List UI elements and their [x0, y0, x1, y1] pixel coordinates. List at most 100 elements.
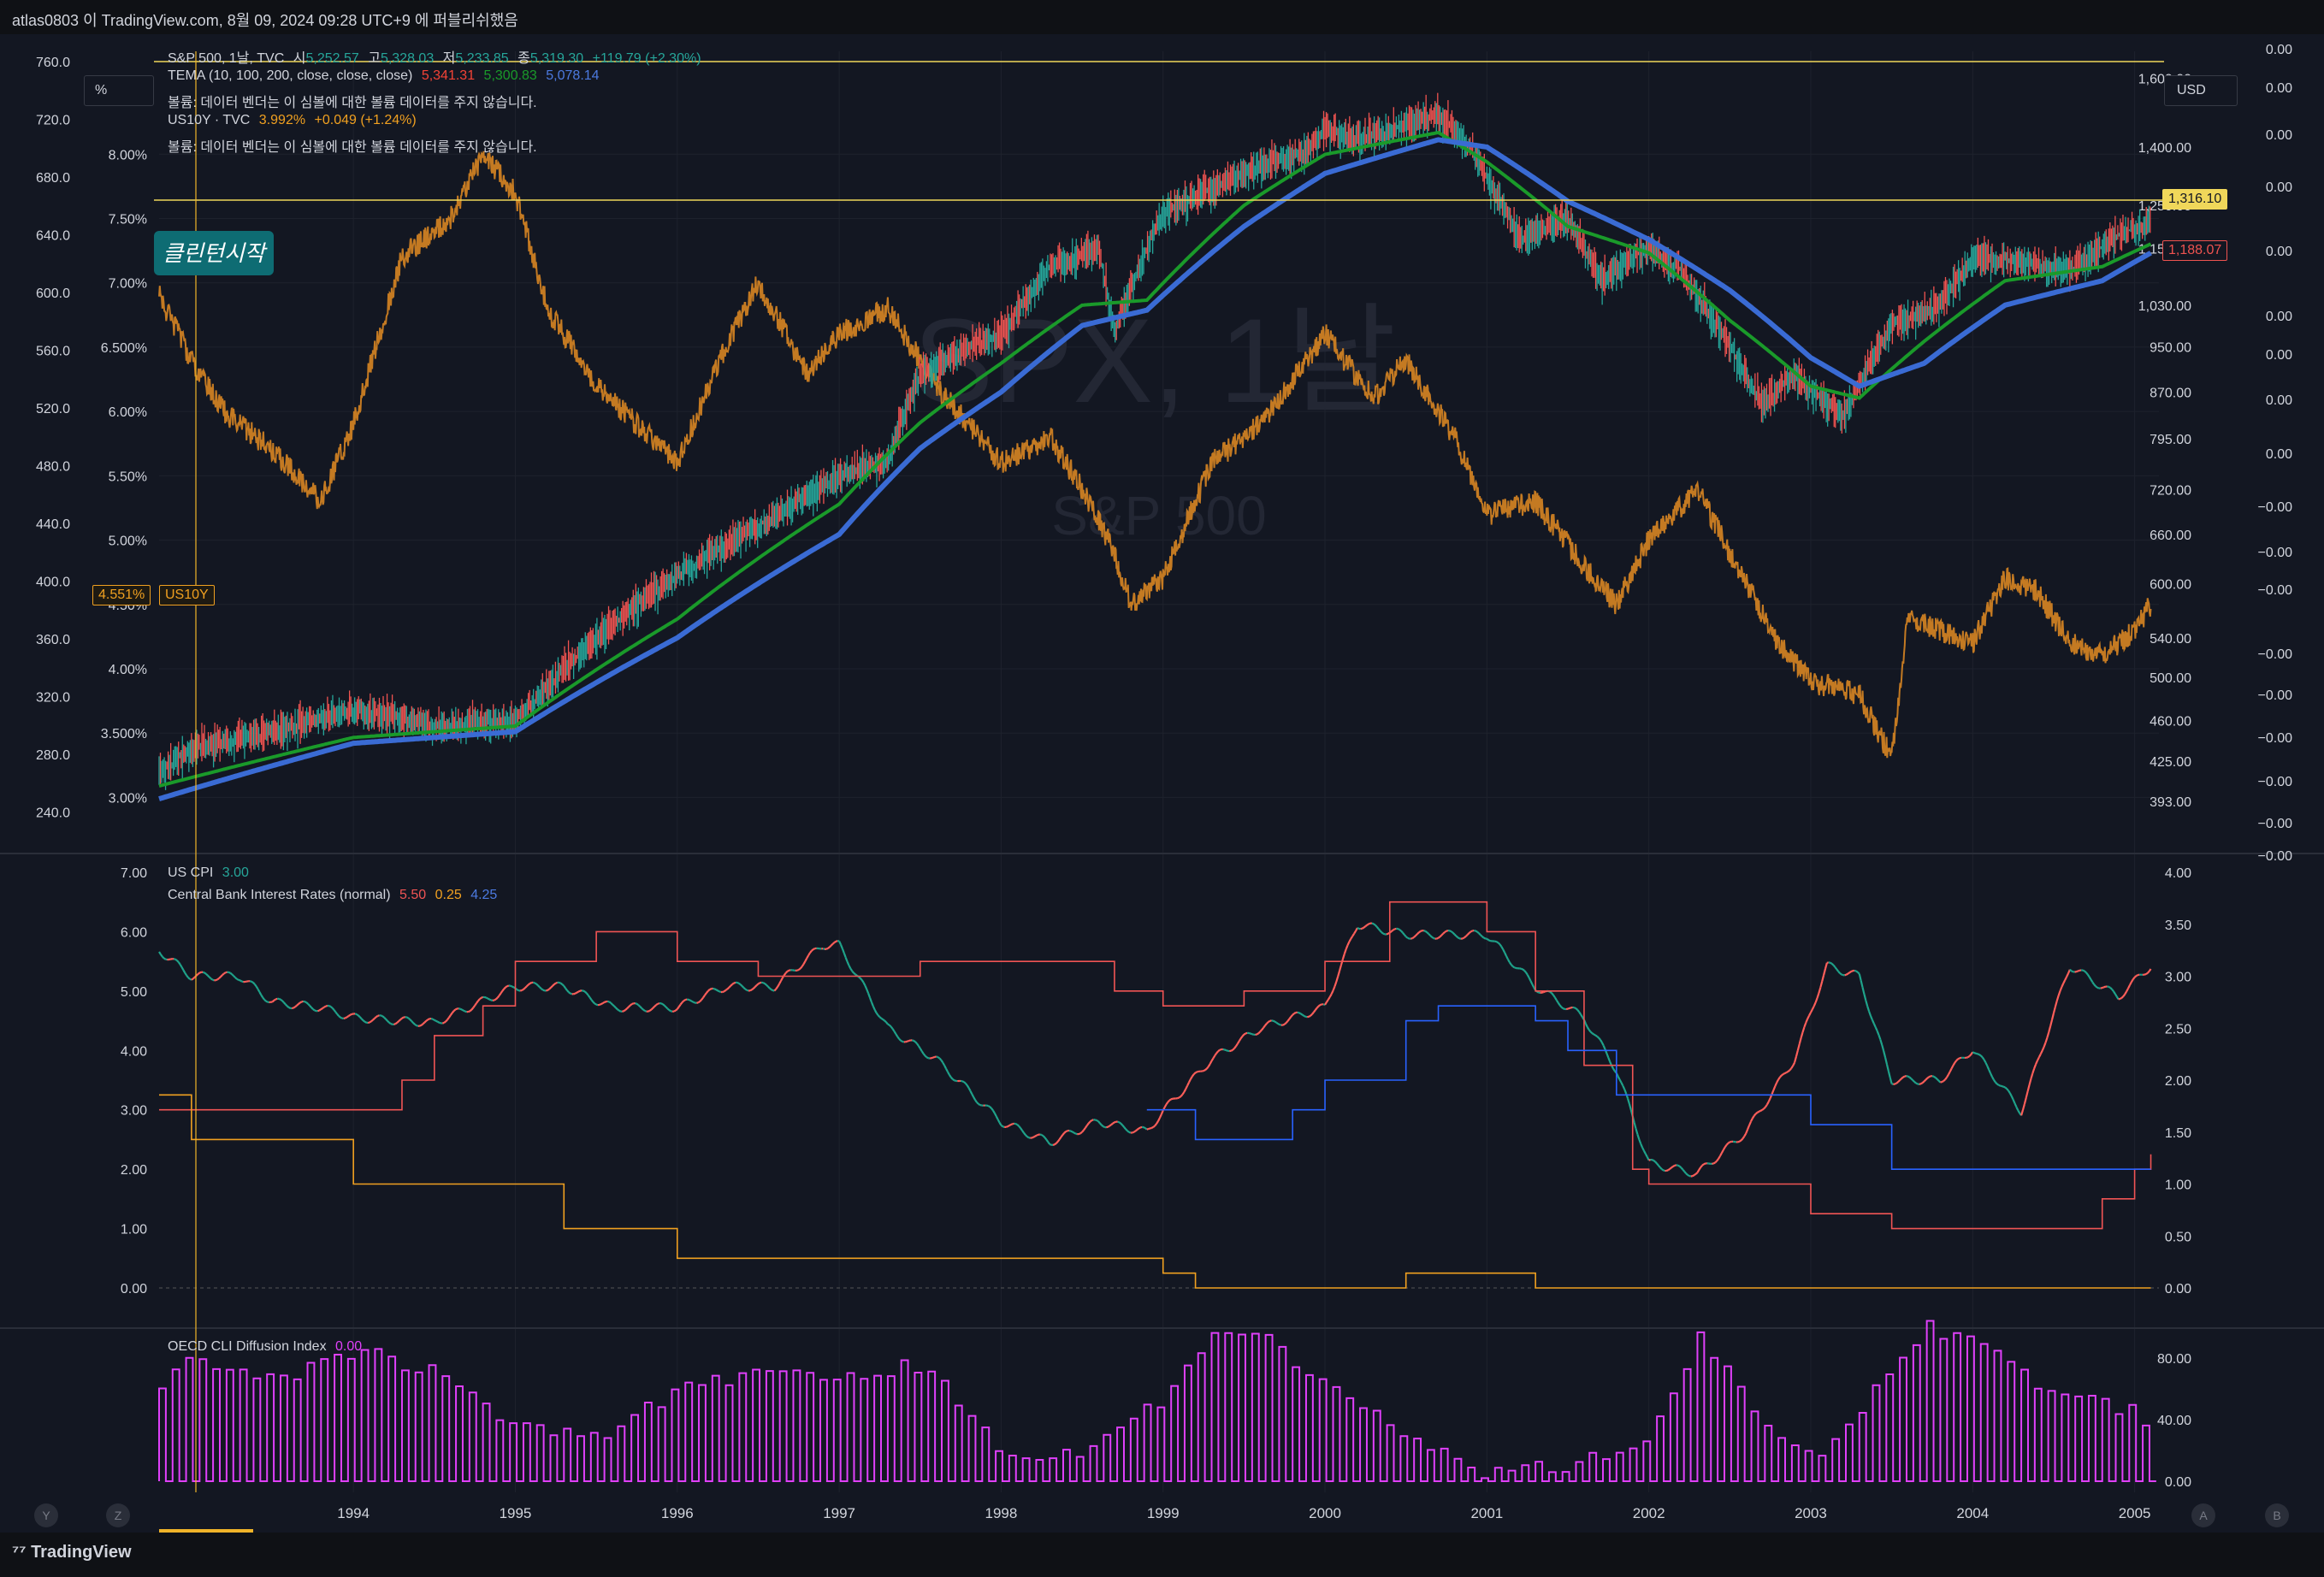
legend-spx[interactable]: S&P 500, 1날, TVC 시5,252.57 고5,328.03 저5,… — [168, 46, 707, 67]
legend-us10y[interactable]: US10Y · TVC 3.992% +0.049 (+1.24%) — [168, 113, 422, 128]
cpi-segment — [588, 996, 593, 1001]
cpi-segment — [358, 1016, 363, 1019]
cpi-segment — [229, 972, 233, 976]
cpi-segment — [2127, 984, 2131, 989]
cpi-segment — [1703, 1162, 1706, 1166]
rate-blue-line — [1146, 1005, 2151, 1170]
cpi-segment — [1500, 946, 1505, 950]
cpi-segment — [1635, 1128, 1639, 1135]
far-right-axis-label: 0.00 — [2266, 447, 2292, 462]
cpi-segment — [385, 1018, 388, 1022]
cpi-segment — [553, 982, 557, 985]
cpi-segment — [913, 1039, 916, 1043]
cpi-segment — [550, 985, 553, 989]
cpi-segment — [1203, 1069, 1206, 1072]
cpi-segment — [813, 948, 816, 950]
cpi-segment — [954, 1079, 956, 1082]
cpi-segment — [1661, 1168, 1665, 1172]
tradingview-logo[interactable]: ⁷⁷ TradingView — [12, 1543, 132, 1562]
spx-l-label: 저 — [442, 51, 456, 66]
spx-name: S&P 500, 1날, TVC — [168, 51, 285, 66]
badge-y[interactable]: Y — [34, 1503, 58, 1527]
cpi-segment — [451, 1010, 455, 1014]
badge-a[interactable]: A — [2191, 1503, 2215, 1527]
cpi-segment — [1233, 1045, 1237, 1049]
cpi-segment — [628, 1004, 631, 1008]
cpi-segment — [1339, 959, 1344, 966]
cpi-segment — [738, 982, 742, 986]
cpi-segment — [1250, 1032, 1253, 1036]
legend-oecd[interactable]: OECD CLI Diffusion Index 0.00 — [168, 1339, 367, 1355]
cpi-segment — [1268, 1019, 1271, 1023]
cpi-segment — [1885, 1064, 1889, 1072]
cpi-segment — [1946, 1074, 1949, 1078]
cpi-segment — [485, 996, 488, 1000]
cpi-segment — [2046, 1031, 2050, 1038]
cpi-segment — [1933, 1075, 1937, 1078]
annotation-label[interactable]: 클린턴시작 — [154, 231, 274, 275]
cpi-segment — [477, 998, 481, 1002]
cpi-segment — [1277, 1023, 1280, 1026]
cpi-segment — [1925, 1077, 1929, 1081]
chart-svg[interactable]: SPX, 1날 S&P 500 1994 1995 1996 1997 1998 1999… — [0, 34, 2324, 1533]
cpi-segment — [1397, 928, 1400, 930]
cpi-segment — [1047, 1141, 1051, 1145]
cpi-segment — [2048, 1025, 2052, 1033]
cpi-segment — [281, 1000, 285, 1003]
spx-h: 5,328.03 — [380, 51, 435, 66]
cpi-segment — [1420, 930, 1423, 932]
cpi-segment — [1230, 1048, 1233, 1052]
badge-z[interactable]: Z — [106, 1503, 130, 1527]
cpi-segment — [864, 984, 868, 990]
cpi-segment — [1123, 1126, 1127, 1131]
legend-cbr[interactable]: Central Bank Interest Rates (normal) 5.5… — [168, 888, 502, 903]
cpi-segment — [2031, 1067, 2036, 1074]
cpi-segment — [895, 1033, 899, 1037]
cpi-segment — [1607, 1057, 1611, 1062]
cpi-segment — [1087, 1120, 1091, 1125]
cpi-segment — [696, 1001, 699, 1004]
us10y-axis-label: 3.00% — [109, 791, 147, 806]
cpi-segment — [987, 1105, 991, 1108]
cpi-segment — [875, 1012, 879, 1016]
cpi-segment — [931, 1056, 934, 1060]
legend-tema[interactable]: TEMA (10, 100, 200, close, close, close)… — [168, 68, 605, 84]
cpi-segment — [726, 986, 730, 990]
x-tick-label: 1996 — [661, 1505, 694, 1521]
cpi-segment — [613, 1005, 617, 1009]
chart-area[interactable]: SPX, 1날 S&P 500 1994 1995 1996 1997 1998 1999… — [0, 34, 2324, 1560]
cpi-segment — [608, 1001, 612, 1004]
cpi-segment — [1056, 1138, 1061, 1143]
cpi-segment — [2146, 971, 2150, 974]
cpi-segment — [468, 1010, 470, 1013]
cpi-segment — [599, 1003, 602, 1006]
brand-label: TradingView — [31, 1543, 132, 1562]
us10y-axis-label: 8.00% — [109, 148, 147, 162]
far-right-axis-label: −0.00 — [2258, 500, 2293, 515]
legend-cpi[interactable]: US CPI 3.00 — [168, 865, 254, 881]
cpi-segment — [1259, 1029, 1263, 1032]
cpi-segment — [1163, 1103, 1168, 1108]
currency-button[interactable]: USD — [2164, 75, 2238, 106]
cpi-segment — [2077, 969, 2080, 972]
cpi-segment — [848, 965, 852, 970]
cpi-segment — [1439, 934, 1443, 938]
cpi-axis-label: 1.00 — [2165, 1178, 2191, 1193]
cpi-segment — [1079, 1131, 1083, 1135]
cpi-segment — [786, 969, 789, 972]
far-right-axis-label: 0.00 — [2266, 128, 2292, 143]
percent-toggle[interactable]: % — [84, 75, 154, 106]
cpi-segment — [1808, 1012, 1812, 1016]
cpi-segment — [1523, 969, 1527, 973]
cpi-segment — [234, 977, 238, 980]
badge-b[interactable]: B — [2265, 1503, 2289, 1527]
cpi-segment — [1215, 1050, 1219, 1054]
cpi-segment — [1084, 1125, 1088, 1129]
cpi-segment — [503, 986, 506, 990]
legend-volume-note-2: 볼륨: 데이터 벤더는 이 심볼에 대한 볼륨 데이터를 주지 않습니다. — [168, 135, 542, 156]
cpi-segment — [1692, 1174, 1695, 1178]
cpi-segment — [1801, 1026, 1806, 1033]
cpi-segment — [1837, 971, 1841, 974]
cpi-segment — [2059, 986, 2063, 992]
cpi-segment — [1920, 1082, 1924, 1085]
